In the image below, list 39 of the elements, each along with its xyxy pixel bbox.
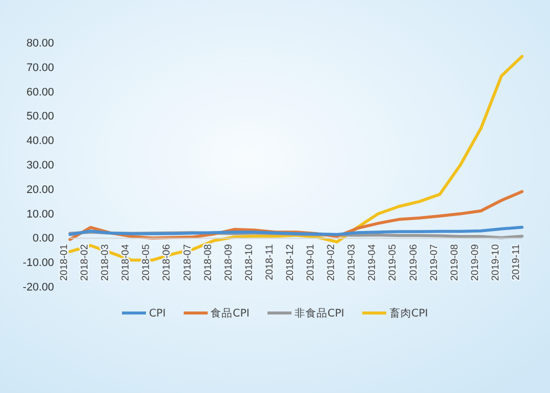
x-tick-label: 2018-06 — [162, 244, 173, 281]
x-tick-label: 2018-07 — [182, 244, 194, 281]
x-tick-label: 2018-10 — [244, 244, 255, 281]
y-tick-label: -10.00 — [22, 257, 54, 270]
x-tick-label: 2019-03 — [346, 244, 358, 281]
y-tick-label: 30.00 — [26, 160, 54, 172]
x-tick-label: 2019-09 — [470, 244, 481, 281]
x-tick-label: 2018-03 — [100, 244, 112, 281]
x-tick-label: 2018-11 — [264, 244, 276, 280]
x-tick-label: 2018-02 — [80, 244, 91, 281]
y-tick-label: 0.00 — [32, 232, 54, 245]
x-tick-label: 2019-02 — [326, 244, 338, 281]
y-tick-label: 20.00 — [26, 184, 54, 196]
y-tick-label: 70.00 — [26, 62, 54, 74]
y-tick-label: 60.00 — [26, 86, 54, 98]
x-tick-label: 2018-01 — [59, 244, 70, 281]
x-tick-label: 2019-04 — [367, 244, 378, 281]
x-tick-label: 2019-08 — [449, 244, 460, 281]
x-tick-label: 2019-11 — [511, 244, 522, 280]
y-tick-label: 80.00 — [26, 38, 54, 50]
x-tick-label: 2019-06 — [408, 244, 420, 281]
x-tick-label: 2019-01 — [306, 244, 317, 281]
x-tick-label: 2018-05 — [141, 244, 152, 281]
legend-label: 非食品CPI — [294, 306, 344, 320]
x-tick-label: 2018-04 — [120, 244, 132, 281]
legend-label: 食品CPI — [210, 308, 250, 320]
y-tick-label: 50.00 — [26, 110, 54, 123]
y-tick-label: -20.00 — [22, 282, 54, 294]
y-tick-label: 40.00 — [26, 135, 54, 148]
legend-label: 畜肉CPI — [389, 306, 428, 320]
legend-label: CPI — [148, 308, 166, 320]
x-tick-label: 2019-07 — [428, 244, 440, 281]
x-tick-label: 2018-08 — [202, 244, 214, 281]
line-series — [68, 226, 524, 236]
x-tick-label: 2019-10 — [490, 244, 502, 281]
x-tick-label: 2019-05 — [388, 244, 399, 281]
x-tick-label: 2018-09 — [223, 244, 234, 281]
y-tick-label: 10.00 — [26, 208, 54, 220]
x-tick-label: 2018-12 — [285, 244, 296, 281]
